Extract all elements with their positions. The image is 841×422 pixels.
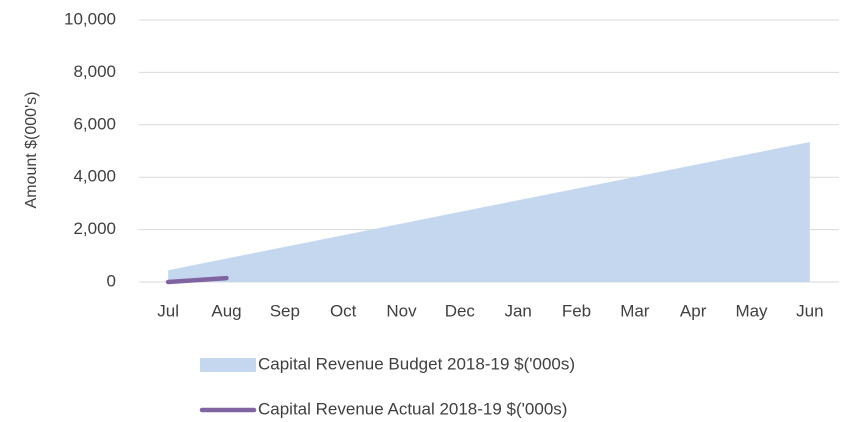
x-tick-label: Mar [620, 301, 650, 320]
y-tick-label: 2,000 [73, 219, 116, 238]
x-tick-label: May [735, 301, 768, 320]
x-tick-label: Sep [270, 301, 300, 320]
x-tick-label: Jun [796, 301, 823, 320]
legend-swatch [200, 358, 256, 372]
x-tick-label: Nov [386, 301, 417, 320]
x-tick-label: Oct [330, 301, 357, 320]
x-tick-label: Apr [680, 301, 707, 320]
legend-label: Capital Revenue Budget 2018-19 $('000s) [258, 354, 575, 373]
y-axis-label: Amount $(000's) [23, 92, 40, 209]
y-tick-label: 0 [107, 271, 116, 290]
y-tick-label: 4,000 [73, 167, 116, 186]
y-tick-label: 8,000 [73, 62, 116, 81]
line [165, 275, 229, 285]
legend-label: Capital Revenue Actual 2018-19 $('000s) [258, 399, 567, 418]
x-tick-label: Jan [504, 301, 531, 320]
y-tick-label: 6,000 [73, 114, 116, 133]
x-tick-label: Dec [445, 301, 476, 320]
x-tick-label: Jul [157, 301, 179, 320]
x-tick-label: Feb [562, 301, 591, 320]
x-tick-label: Aug [211, 301, 241, 320]
y-tick-label: 10,000 [64, 9, 116, 28]
area [168, 141, 810, 282]
